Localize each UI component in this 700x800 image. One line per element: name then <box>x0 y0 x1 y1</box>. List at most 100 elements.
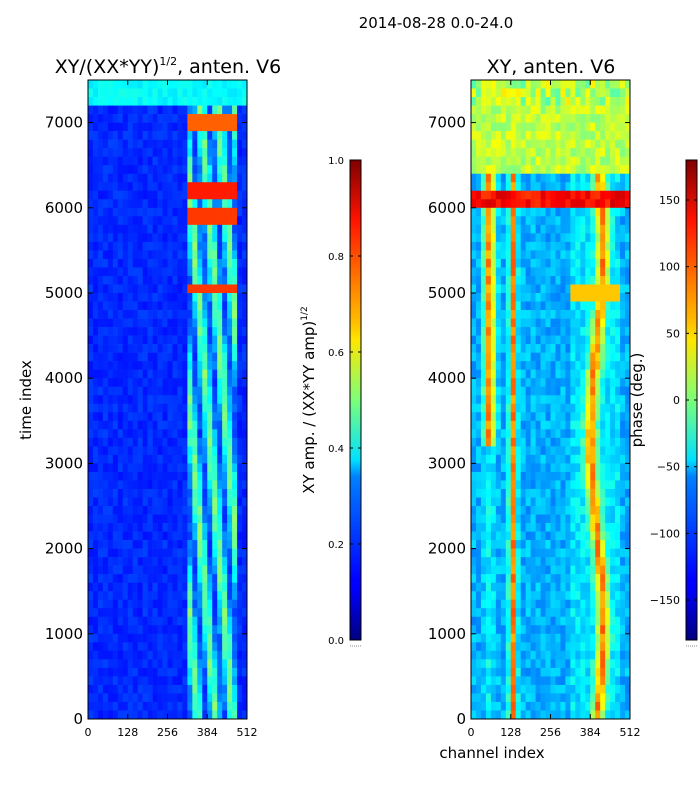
heatmap-cell <box>97 599 104 609</box>
heatmap-cell <box>137 616 143 626</box>
heatmap-cell <box>107 122 114 132</box>
heatmap-cell <box>192 156 198 166</box>
heatmap-cell <box>505 599 512 609</box>
heatmap-cell <box>127 446 134 456</box>
heatmap-cell <box>137 327 143 336</box>
heatmap-cell <box>565 701 571 711</box>
heatmap-cell <box>97 574 104 583</box>
heatmap-cell <box>615 182 621 192</box>
heatmap-cell <box>535 139 541 149</box>
heatmap-cell <box>162 327 168 336</box>
heatmap-cell <box>500 369 507 379</box>
heatmap-cell <box>242 122 248 132</box>
heatmap-cell <box>605 190 611 200</box>
heatmap-cell <box>620 361 626 370</box>
heatmap-cell <box>102 114 109 123</box>
heatmap-cell <box>142 488 148 498</box>
heatmap-cell <box>545 156 551 166</box>
heatmap-cell <box>475 327 482 336</box>
heatmap-cell <box>565 591 571 601</box>
heatmap-cell <box>620 224 626 234</box>
heatmap-cell <box>157 591 163 601</box>
heatmap-cell <box>147 412 153 422</box>
heatmap-cell <box>520 224 526 234</box>
heatmap-cell <box>525 420 531 430</box>
heatmap-cell <box>495 608 502 618</box>
heatmap-cell <box>565 335 571 345</box>
heatmap-cell <box>485 701 492 711</box>
heatmap-cell <box>182 676 188 686</box>
heatmap-cell <box>525 224 531 234</box>
heatmap-cell <box>530 582 536 592</box>
heatmap-cell <box>505 429 512 439</box>
heatmap-cell <box>222 599 228 609</box>
heatmap-cell <box>590 190 596 200</box>
heatmap-cell <box>475 335 482 345</box>
heatmap-cell <box>505 88 512 98</box>
heatmap-cell <box>485 591 492 601</box>
heatmap-cell <box>520 684 526 694</box>
heatmap-cell <box>505 293 512 302</box>
heatmap-cell <box>147 182 153 192</box>
heatmap-cell <box>590 131 596 140</box>
heatmap-cell <box>555 88 561 98</box>
heatmap-cell <box>127 514 134 524</box>
heatmap-cell <box>112 131 119 140</box>
heatmap-cell <box>137 378 143 388</box>
heatmap-cell <box>222 480 228 490</box>
heatmap-cell <box>515 514 521 524</box>
heatmap-cell <box>615 420 621 430</box>
heatmap-cell <box>177 327 183 336</box>
phase-heatmap: XY, anten. V6 0 128 256 384 512 010002000300… <box>428 56 641 762</box>
heatmap-cell <box>471 352 477 362</box>
heatmap-cell <box>152 420 158 430</box>
heatmap-cell <box>137 574 143 583</box>
heatmap-cell <box>187 471 193 481</box>
heatmap-cell <box>132 275 138 285</box>
heatmap-cell <box>142 437 148 447</box>
heatmap-cell <box>520 361 526 370</box>
heatmap-cell <box>237 506 243 515</box>
heatmap-cell <box>177 165 183 175</box>
heatmap-cell <box>152 131 158 140</box>
heatmap-cell <box>471 463 477 473</box>
heatmap-cell <box>550 420 556 430</box>
heatmap-cell <box>535 616 541 626</box>
heatmap-cell <box>172 378 178 388</box>
heatmap-cell <box>585 250 591 260</box>
heatmap-cell <box>177 233 183 243</box>
heatmap-cell <box>132 531 138 541</box>
heatmap-cell <box>167 156 173 166</box>
heatmap-cell <box>207 318 213 328</box>
heatmap-cell <box>475 633 482 643</box>
heatmap-cell <box>600 105 606 115</box>
heatmap-cell <box>505 122 512 132</box>
heatmap-cell <box>172 506 178 515</box>
heatmap-cell <box>182 224 188 234</box>
heatmap-cell <box>580 301 586 311</box>
heatmap-cell <box>471 395 477 405</box>
heatmap-cell <box>182 165 188 175</box>
heatmap-cell <box>92 241 99 251</box>
heatmap-cell <box>127 412 134 422</box>
heatmap-cell <box>207 642 213 652</box>
heatmap-cell <box>132 199 138 209</box>
heatmap-cell <box>550 429 556 439</box>
heatmap-cell <box>167 293 173 302</box>
heatmap-cell <box>585 293 591 302</box>
heatmap-cell <box>505 574 512 583</box>
heatmap-cell <box>182 497 188 507</box>
heatmap-cell <box>127 437 134 447</box>
heatmap-cell <box>610 335 616 345</box>
heatmap-cell <box>580 480 586 490</box>
heatmap-cell <box>475 378 482 388</box>
heatmap-cell <box>555 557 561 566</box>
heatmap-cell <box>625 114 631 123</box>
heatmap-cell <box>485 369 492 379</box>
heatmap-cell <box>227 625 233 635</box>
heatmap-cell <box>107 190 114 200</box>
heatmap-cell <box>207 344 213 353</box>
heatmap-cell <box>227 122 233 132</box>
heatmap-cell <box>595 676 601 686</box>
heatmap-cell <box>137 114 143 123</box>
